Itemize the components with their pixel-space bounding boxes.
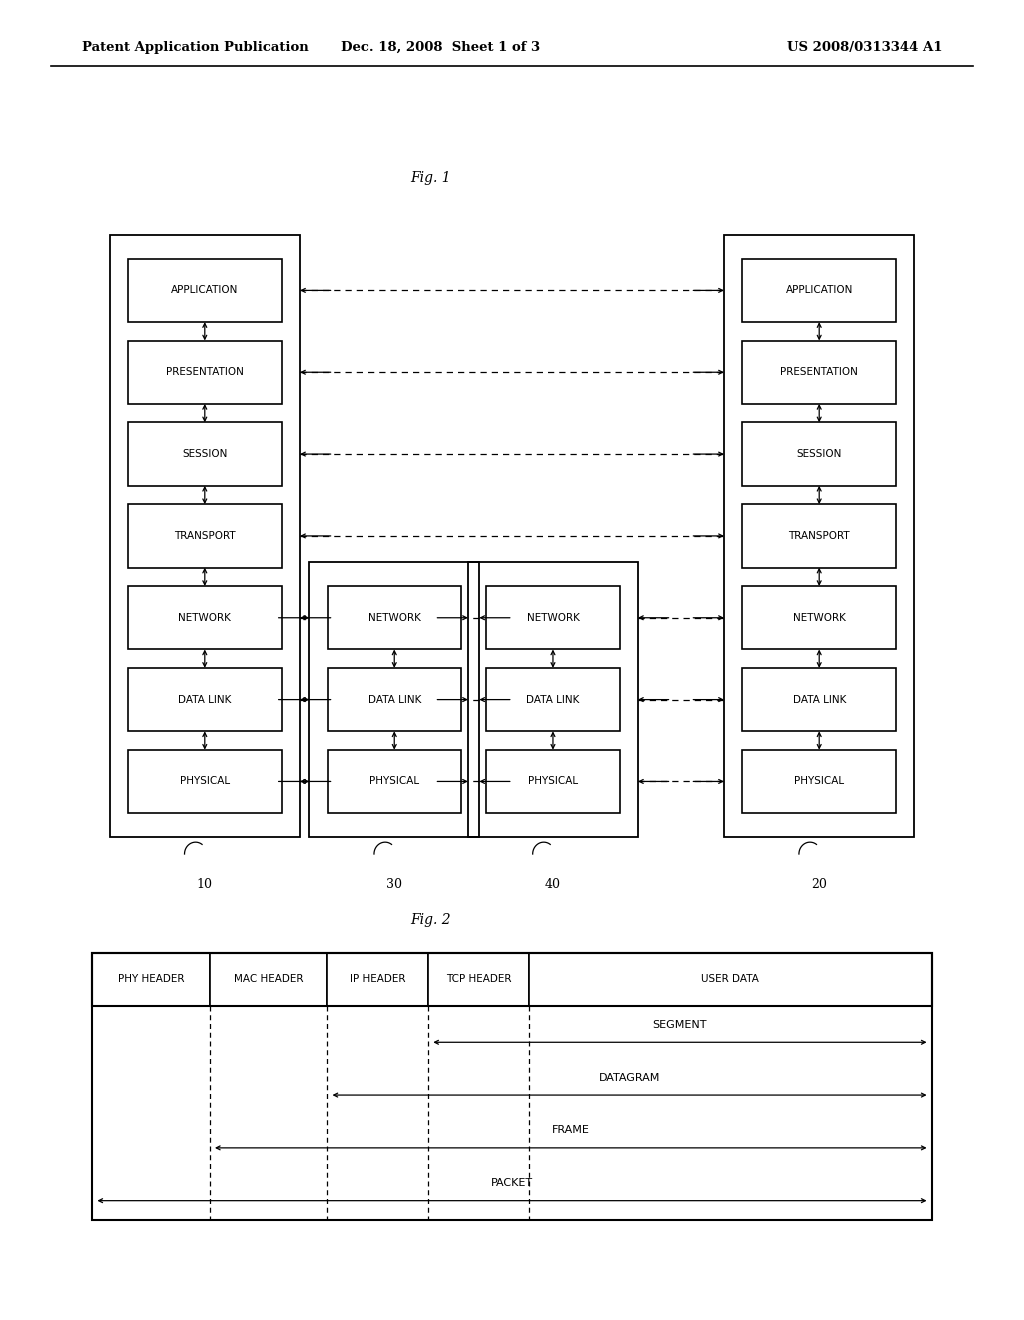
Text: DATA LINK: DATA LINK [368,694,421,705]
Text: TRANSPORT: TRANSPORT [174,531,236,541]
Text: IP HEADER: IP HEADER [350,974,406,985]
Bar [742,586,896,649]
Bar [128,668,282,731]
Text: US 2008/0313344 A1: US 2008/0313344 A1 [786,41,942,54]
Text: PHYSICAL: PHYSICAL [180,776,229,787]
Text: PHYSICAL: PHYSICAL [528,776,578,787]
Text: 40: 40 [545,878,561,891]
Bar [328,586,461,649]
Text: 10: 10 [197,878,213,891]
Text: 30: 30 [386,878,402,891]
Bar [128,504,282,568]
Bar [92,953,210,1006]
Bar [92,953,932,1006]
Bar [742,259,896,322]
Text: APPLICATION: APPLICATION [785,285,853,296]
Text: PHYSICAL: PHYSICAL [795,776,844,787]
Text: MAC HEADER: MAC HEADER [233,974,303,985]
Text: DATA LINK: DATA LINK [178,694,231,705]
Bar [309,562,479,837]
Text: SESSION: SESSION [797,449,842,459]
Bar [742,422,896,486]
Bar [328,668,461,731]
Text: SESSION: SESSION [182,449,227,459]
Bar [210,953,328,1006]
Text: APPLICATION: APPLICATION [171,285,239,296]
Bar [724,235,914,837]
Bar [428,953,528,1006]
Bar [328,750,461,813]
Text: SEGMENT: SEGMENT [652,1020,708,1030]
Text: TCP HEADER: TCP HEADER [445,974,511,985]
Text: 20: 20 [811,878,827,891]
Text: NETWORK: NETWORK [178,612,231,623]
Text: Dec. 18, 2008  Sheet 1 of 3: Dec. 18, 2008 Sheet 1 of 3 [341,41,540,54]
Bar [486,750,620,813]
Bar [128,259,282,322]
Text: DATA LINK: DATA LINK [793,694,846,705]
Text: Patent Application Publication: Patent Application Publication [82,41,308,54]
Bar [528,953,932,1006]
Text: NETWORK: NETWORK [368,612,421,623]
Bar [128,586,282,649]
Text: PRESENTATION: PRESENTATION [780,367,858,378]
Bar [128,750,282,813]
Text: FRAME: FRAME [552,1126,590,1135]
Text: USER DATA: USER DATA [701,974,759,985]
Bar [742,341,896,404]
Bar [328,953,428,1006]
Text: PHY HEADER: PHY HEADER [118,974,184,985]
Text: PHYSICAL: PHYSICAL [370,776,419,787]
Text: TRANSPORT: TRANSPORT [788,531,850,541]
Bar [110,235,300,837]
Text: NETWORK: NETWORK [793,612,846,623]
Text: PACKET: PACKET [490,1179,534,1188]
Text: NETWORK: NETWORK [526,612,580,623]
Text: PRESENTATION: PRESENTATION [166,367,244,378]
Text: DATAGRAM: DATAGRAM [599,1073,660,1082]
Bar [468,562,638,837]
Bar [128,341,282,404]
Bar [486,586,620,649]
Bar [128,422,282,486]
Bar [486,668,620,731]
Text: Fig. 2: Fig. 2 [410,913,451,927]
Text: Fig. 1: Fig. 1 [410,172,451,185]
Bar [742,504,896,568]
Bar [92,953,932,1220]
Bar [742,668,896,731]
Text: DATA LINK: DATA LINK [526,694,580,705]
Bar [742,750,896,813]
